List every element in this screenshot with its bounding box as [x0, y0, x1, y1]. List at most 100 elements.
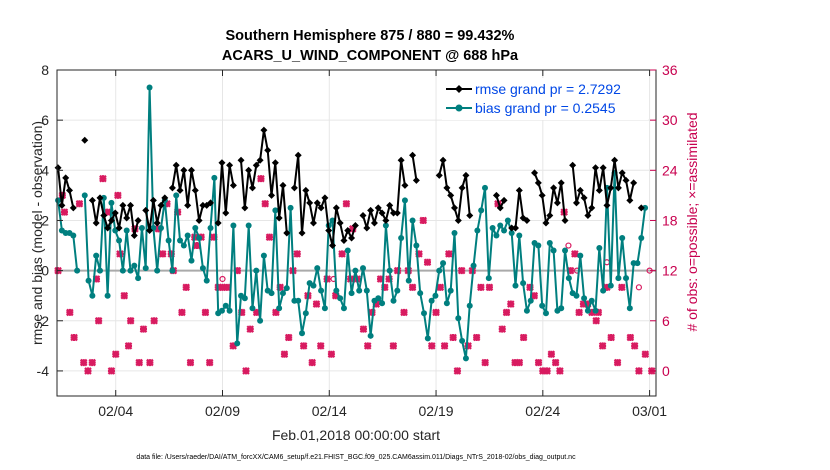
rmse-point: [454, 216, 462, 224]
rmse-point: [588, 204, 596, 212]
obs-assimilated-marker: [84, 367, 92, 375]
obs-assimilated-marker: [594, 308, 603, 317]
rmse-point: [603, 201, 611, 209]
rmse-point: [386, 201, 394, 209]
bias-point: [276, 305, 283, 312]
bias-point: [424, 335, 431, 342]
rmse-point: [180, 166, 188, 174]
obs-assimilated-marker: [515, 358, 524, 367]
bias-point: [634, 260, 641, 267]
obs-assimilated-marker: [588, 308, 596, 317]
rmse-point: [275, 214, 283, 222]
y-tick-label: 2: [41, 212, 49, 228]
obs-assimilated-marker: [630, 342, 639, 350]
obs-assimilated-marker: [385, 275, 393, 283]
bias-point: [207, 224, 214, 231]
bias-point: [558, 305, 565, 312]
rmse-point: [54, 164, 62, 172]
y2-axis-label: # of obs: o=possible; ×=assimilated: [684, 112, 700, 331]
obs-assimilated-marker: [519, 333, 528, 342]
bias-point: [218, 307, 225, 314]
bias-point: [314, 265, 321, 272]
bias-point: [245, 222, 252, 229]
obs-assimilated-marker: [158, 250, 167, 258]
bias-point: [607, 282, 614, 289]
y2-tick-label: 24: [662, 162, 678, 178]
obs-assimilated-marker: [618, 283, 626, 292]
rmse-point: [534, 179, 542, 187]
obs-assimilated-marker: [182, 283, 190, 292]
bias-point: [462, 355, 469, 362]
rmse-point: [439, 156, 447, 164]
bias-point: [154, 267, 161, 274]
bias-point: [478, 207, 485, 214]
obs-assimilated-marker: [201, 308, 210, 317]
obs-assimilated-marker: [131, 225, 139, 233]
rmse-point: [382, 216, 390, 224]
obs-assimilated-marker: [626, 333, 635, 342]
bias-point: [363, 287, 370, 294]
obs-assimilated-marker: [543, 367, 551, 375]
rmse-point: [268, 191, 276, 199]
bias-point: [474, 227, 481, 234]
bias-point: [96, 267, 103, 274]
tick-labels: 02/04 02/09 02/14 02/19 02/24 03/01-4-2024680…: [37, 62, 678, 419]
bias-point: [485, 275, 492, 282]
rmse-point: [88, 196, 96, 204]
bias-point: [93, 252, 100, 259]
bias-point: [192, 224, 199, 231]
rmse-point: [115, 224, 123, 232]
data-file-footer: data file: /Users/raeder/DAI/ATM_forcXX/…: [136, 454, 576, 461]
obs-assimilated-marker: [75, 199, 84, 208]
bias-point: [157, 224, 164, 231]
bias-point: [535, 242, 542, 249]
obs-assimilated-marker: [210, 233, 218, 241]
rmse-point: [607, 184, 615, 192]
obs-assimilated-marker: [423, 258, 432, 267]
rmse-point: [199, 201, 207, 209]
rmse-point: [298, 229, 306, 237]
rmse-point: [104, 224, 112, 232]
bias-point: [413, 242, 420, 249]
rmse-point: [592, 164, 600, 172]
y-tick-label: 8: [41, 62, 49, 78]
bias-point: [74, 267, 81, 274]
bias-line: [57, 86, 647, 360]
obs-assimilated-marker: [502, 308, 511, 317]
rmse-point: [172, 161, 180, 169]
bias-point: [527, 297, 534, 304]
y-tick-label: 6: [41, 112, 49, 128]
rmse-point: [290, 184, 298, 192]
rmse-point: [538, 191, 546, 199]
bias-point: [516, 232, 523, 239]
y-tick-label: -4: [37, 363, 50, 379]
bias-point: [493, 232, 500, 239]
rmse-point: [69, 204, 77, 212]
rmse-point: [401, 181, 409, 189]
y-tick-label: -2: [37, 313, 50, 329]
rmse-point: [630, 179, 638, 187]
bias-point: [451, 230, 458, 236]
rmse-point: [62, 174, 70, 182]
rmse-point: [561, 216, 569, 224]
obs-assimilated-marker: [280, 350, 289, 358]
y2-tick-label: 6: [662, 313, 670, 329]
rmse-point: [614, 184, 622, 192]
bias-point: [565, 275, 572, 282]
obs-assimilated-marker: [592, 316, 600, 325]
bias-point: [241, 295, 248, 302]
rmse-point: [458, 184, 466, 192]
obs-assimilated-marker: [120, 291, 129, 300]
obs-assimilated-marker: [575, 308, 583, 317]
obs-assimilated-marker: [440, 342, 449, 350]
bias-point: [382, 222, 389, 229]
rmse-point: [466, 211, 474, 219]
bias-point: [180, 242, 187, 249]
y2-tick-label: 30: [662, 112, 678, 128]
rmse-point: [81, 136, 89, 144]
obs-assimilated-marker: [436, 283, 445, 292]
obs-assimilated-marker: [507, 300, 515, 308]
rmse-point: [245, 166, 253, 174]
bias-point: [196, 235, 203, 242]
